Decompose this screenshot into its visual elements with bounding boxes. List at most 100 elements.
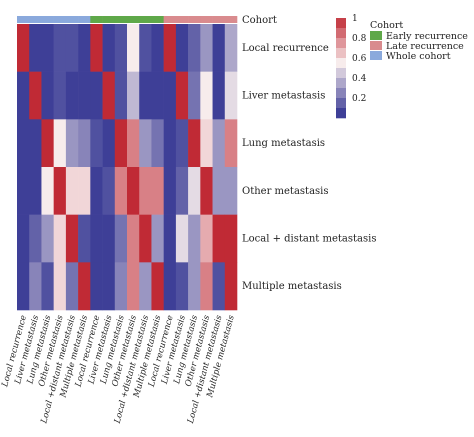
heatmap-cell [102, 214, 116, 263]
heatmap-cell [127, 119, 140, 168]
heatmap-cell [17, 262, 30, 311]
heatmap-cell [17, 214, 30, 263]
color-scale-step [336, 28, 346, 39]
heatmap-cell [78, 24, 91, 72]
heatmap-cell [102, 119, 116, 168]
heatmap-cell [188, 262, 201, 311]
heatmap-cell [175, 167, 189, 215]
heatmap-cell [151, 262, 164, 311]
cohort-strip-cell [151, 16, 164, 23]
cohort-strip-cell [41, 16, 54, 23]
heatmap-cell [139, 71, 152, 120]
cohort-strip-cell [175, 16, 189, 23]
heatmap-cell [65, 119, 79, 168]
heatmap-cell [41, 214, 54, 263]
heatmap-cell [41, 24, 54, 72]
heatmap-cell [41, 119, 54, 168]
color-scale-tick: 0.6 [352, 54, 367, 64]
heatmap-cell [41, 71, 54, 120]
heatmap-cell [139, 262, 152, 311]
cohort-strip-cell [200, 16, 213, 23]
color-scale-step [336, 98, 346, 109]
heatmap-cell [127, 214, 140, 263]
heatmap-cell [175, 24, 189, 72]
heatmap-cell [151, 214, 164, 263]
heatmap-cell [200, 24, 213, 72]
heatmap-cell [29, 214, 42, 263]
color-scale-bar: 1 0.8 0.6 0.4 0.2 [336, 14, 367, 119]
heatmap-cell [114, 119, 128, 168]
heatmap-cell [29, 71, 42, 120]
heatmap-cell [151, 24, 164, 72]
cohort-strip-cell [163, 16, 177, 23]
heatmap-cell [29, 167, 42, 215]
heatmap-cell [102, 71, 116, 120]
color-scale-tick: 1 [352, 14, 358, 24]
heatmap-cell [53, 119, 67, 168]
heatmap-cell [29, 262, 42, 311]
cohort-strip-cell [139, 16, 152, 23]
heatmap-cell [53, 24, 67, 72]
legend-swatch [370, 41, 382, 50]
cohort-annotation-strip [17, 16, 238, 23]
heatmap-cell [200, 167, 213, 215]
heatmap-cell [90, 167, 103, 215]
heatmap-cell [41, 262, 54, 311]
cohort-annotation-label: Cohort [242, 15, 277, 26]
heatmap-cell [188, 24, 201, 72]
cohort-strip-cell [114, 16, 128, 23]
row-label: Lung metastasis [242, 138, 325, 149]
heatmap-cell [90, 24, 103, 72]
cohort-strip-cell [17, 16, 30, 23]
cohort-strip-cell [102, 16, 116, 23]
legend-title: Cohort [370, 20, 403, 31]
heatmap-cell [139, 214, 152, 263]
cohort-strip-cell [212, 16, 226, 23]
heatmap-cell [53, 167, 67, 215]
heatmap-cell [163, 262, 177, 311]
heatmap-cell [224, 24, 238, 72]
heatmap-cell [90, 262, 103, 311]
heatmap-cell [65, 24, 79, 72]
row-label: Other metastasis [242, 186, 329, 197]
heatmap-cell [139, 24, 152, 72]
heatmap-cell [65, 214, 79, 263]
heatmap-cell [188, 167, 201, 215]
cohort-strip-cell [78, 16, 91, 23]
heatmap-cell [41, 167, 54, 215]
heatmap-cell [200, 214, 213, 263]
color-scale-step [336, 48, 346, 59]
heatmap-cell [65, 71, 79, 120]
heatmap-cell [17, 24, 30, 72]
row-label: Liver metastasis [242, 91, 325, 102]
color-scale-step [336, 18, 346, 29]
heatmap-cell [224, 262, 238, 311]
row-labels: Local recurrence Liver metastasis Lung met… [242, 43, 376, 292]
heatmap-cell [17, 167, 30, 215]
heatmap-cell [175, 262, 189, 311]
legend-item-label: Whole cohort [386, 51, 451, 62]
heatmap-cell [114, 262, 128, 311]
color-scale-step [336, 108, 346, 119]
heatmap-cell [188, 119, 201, 168]
heatmap-cell [163, 214, 177, 263]
heatmap-cell [163, 24, 177, 72]
heatmap-cell [102, 167, 116, 215]
heatmap-cell [78, 167, 91, 215]
heatmap-cell [188, 214, 201, 263]
heatmap-cell [114, 71, 128, 120]
heatmap-cell [114, 214, 128, 263]
heatmap-cell [175, 119, 189, 168]
heatmap-cell [114, 24, 128, 72]
heatmap-cell [175, 214, 189, 263]
heatmap-cell [29, 119, 42, 168]
cohort-strip-cell [29, 16, 42, 23]
cohort-strip-cell [188, 16, 201, 23]
heatmap-cell [212, 119, 226, 168]
heatmap-cell [200, 71, 213, 120]
heatmap-cell [78, 262, 91, 311]
heatmap-cell [127, 167, 140, 215]
heatmap-cell [78, 71, 91, 120]
